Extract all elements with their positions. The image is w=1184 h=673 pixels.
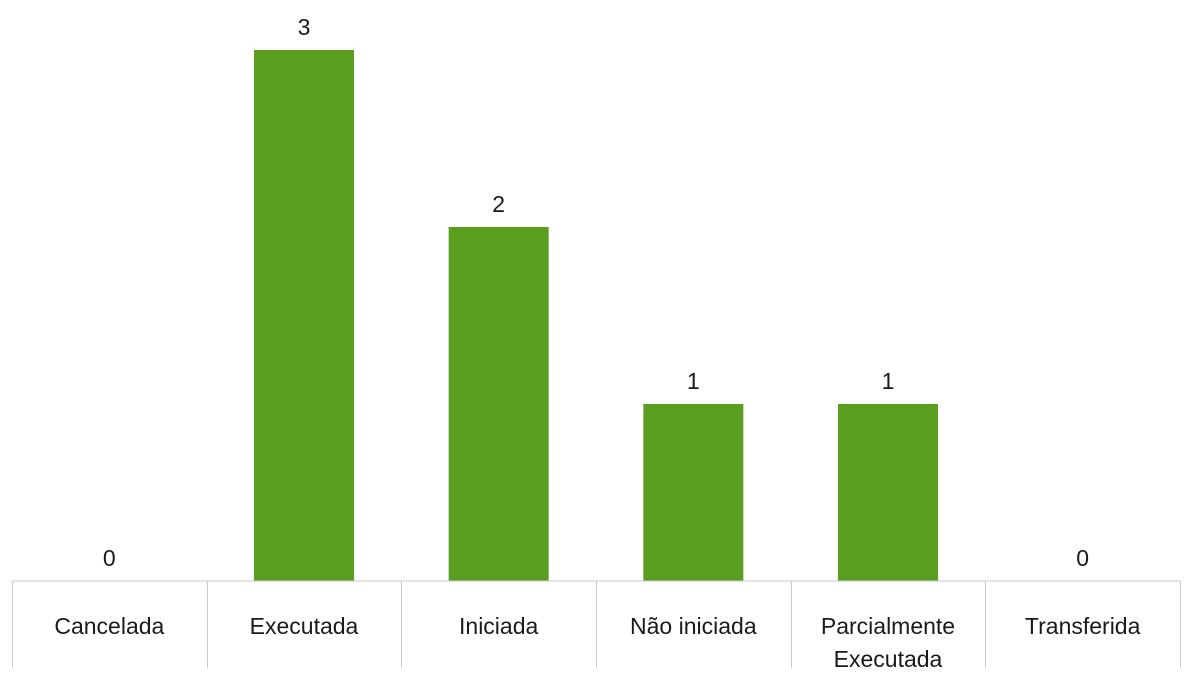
- data-label: 1: [687, 368, 700, 394]
- category-label-line: Parcialmente: [821, 613, 955, 639]
- category-label-line: Executada: [250, 613, 359, 639]
- bar: [254, 50, 354, 581]
- data-label: 0: [1076, 545, 1089, 571]
- data-label: 2: [492, 191, 505, 217]
- category-label: Não iniciada: [630, 613, 757, 639]
- category-label-line: Iniciada: [459, 613, 538, 639]
- category-label-line: Executada: [834, 646, 943, 672]
- data-label: 3: [298, 14, 311, 40]
- category-label-line: Transferida: [1025, 613, 1141, 639]
- category-label: Executada: [250, 613, 359, 639]
- category-label: Parcialmente Executada: [821, 613, 955, 672]
- x-axis: [12, 580, 1181, 668]
- data-labels-group: 0 3 2 1 1 0: [103, 14, 1089, 571]
- category-labels-group: Cancelada Executada Iniciada Não iniciada Pa…: [54, 613, 1140, 672]
- bars-group: [254, 50, 938, 581]
- bar: [838, 404, 938, 581]
- bar: [448, 227, 549, 581]
- category-label: Cancelada: [54, 613, 164, 639]
- data-label: 1: [882, 368, 895, 394]
- category-label-line: Não iniciada: [630, 613, 757, 639]
- category-label: Iniciada: [459, 613, 538, 639]
- data-label: 0: [103, 545, 116, 571]
- category-label: Transferida: [1025, 613, 1141, 639]
- bar: [643, 404, 744, 581]
- category-label-line: Cancelada: [54, 613, 164, 639]
